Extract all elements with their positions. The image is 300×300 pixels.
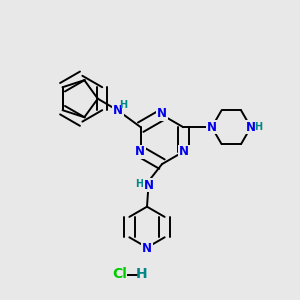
Text: N: N	[207, 121, 217, 134]
Text: H: H	[254, 122, 262, 132]
Text: N: N	[113, 104, 123, 117]
Text: H: H	[119, 100, 128, 110]
Text: N: N	[157, 107, 167, 120]
Text: H: H	[136, 268, 148, 281]
Text: N: N	[246, 121, 256, 134]
Text: N: N	[179, 145, 189, 158]
Text: Cl: Cl	[112, 268, 128, 281]
Text: N: N	[135, 145, 145, 158]
Text: N: N	[142, 242, 152, 256]
Text: N: N	[143, 178, 154, 192]
Text: H: H	[135, 179, 143, 189]
